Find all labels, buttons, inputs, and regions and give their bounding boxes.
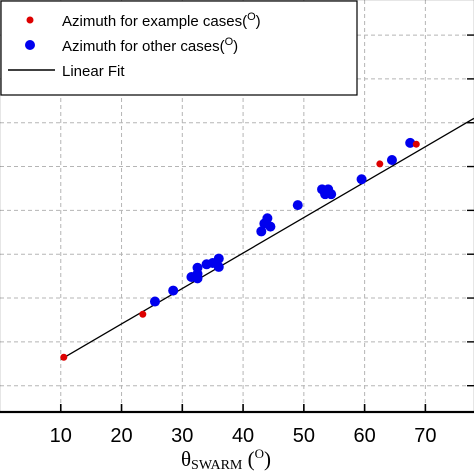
legend-label-example: Azimuth for example cases(O) xyxy=(62,11,261,30)
other-case-point xyxy=(386,154,397,165)
x-tick-label: 50 xyxy=(293,425,315,447)
x-axis-label: θSWARM (O) xyxy=(181,446,271,473)
linear-fit-line xyxy=(60,117,474,360)
example-case-point xyxy=(376,160,384,168)
x-tick-label: 10 xyxy=(50,425,72,447)
other-case-point xyxy=(213,261,224,272)
legend-label-fit: Linear Fit xyxy=(62,63,125,80)
x-tick-label: 40 xyxy=(232,425,254,447)
legend-label-other: Azimuth for other cases(O) xyxy=(62,36,238,55)
other-case-point xyxy=(405,137,416,148)
other-case-point xyxy=(256,226,267,237)
x-tick-label: 20 xyxy=(110,425,132,447)
x-tick-label: 60 xyxy=(353,425,375,447)
other-case-point xyxy=(262,213,273,224)
legend-box xyxy=(0,0,358,96)
legend-other-marker xyxy=(25,40,35,50)
other-case-point xyxy=(149,296,160,307)
other-case-point xyxy=(192,262,203,273)
data-points-layer xyxy=(60,137,420,361)
legend: Azimuth for example cases(O) Azimuth for … xyxy=(0,0,358,96)
plot-frame xyxy=(0,0,474,414)
legend-example-marker xyxy=(26,16,34,24)
other-case-point xyxy=(213,253,224,264)
other-case-point xyxy=(168,285,179,296)
other-case-point xyxy=(356,174,367,185)
linear-fit-layer xyxy=(60,117,474,360)
x-tick-label: 70 xyxy=(414,425,436,447)
x-tick-label: 30 xyxy=(171,425,193,447)
example-case-point xyxy=(60,353,68,361)
axis-ticks: 10 20 30 40 50 60 70 xyxy=(50,34,474,447)
other-case-point xyxy=(265,221,276,232)
other-case-point xyxy=(326,189,337,200)
example-case-point xyxy=(139,310,147,318)
example-case-point xyxy=(412,140,420,148)
other-case-point xyxy=(292,200,303,211)
